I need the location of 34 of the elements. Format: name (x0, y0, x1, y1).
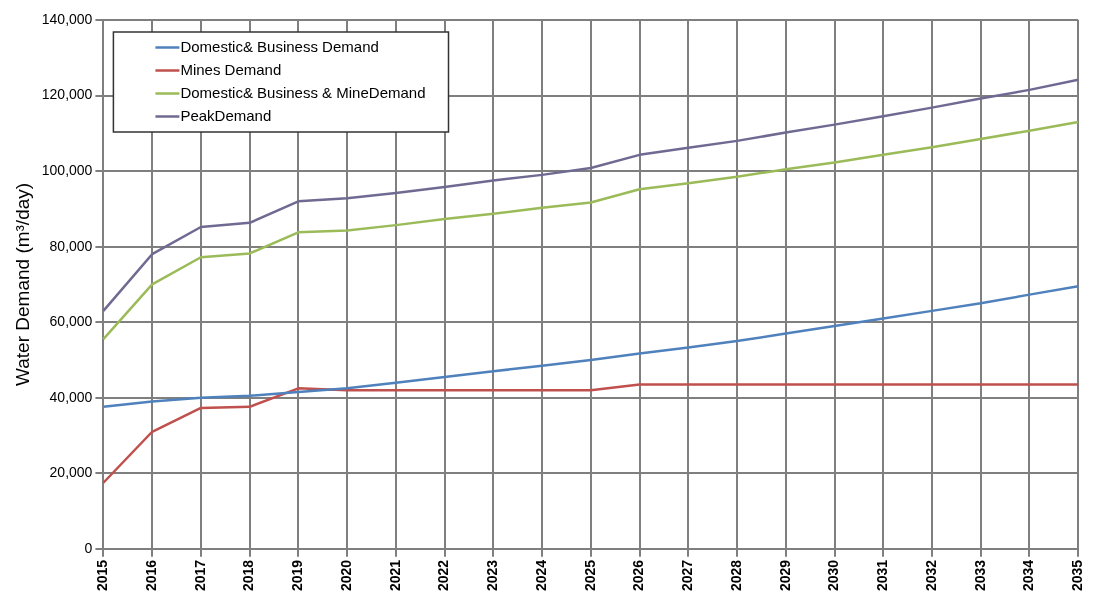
legend-label: Domestic& Business & MineDemand (180, 83, 426, 101)
y-tick-label: 60,000 (49, 313, 93, 330)
x-tick-label: 2034 (1020, 559, 1037, 592)
y-tick-label: 140,000 (41, 10, 93, 27)
legend-label: PeakDemand (180, 106, 272, 124)
x-tick-label: 2020 (337, 559, 354, 592)
x-tick-label: 2035 (1069, 559, 1086, 592)
x-tick-label: 2015 (94, 559, 111, 592)
x-tick-label: 2023 (484, 559, 501, 592)
x-tick-label: 2024 (532, 559, 549, 592)
legend-label: Domestic& Business Demand (180, 37, 379, 55)
x-tick-label: 2033 (971, 559, 988, 592)
x-tick-label: 2027 (679, 559, 696, 592)
x-tick-label: 2031 (874, 559, 891, 592)
x-tick-label: 2025 (581, 559, 598, 592)
y-tick-label: 120,000 (41, 86, 93, 103)
y-tick-label: 40,000 (49, 388, 93, 405)
x-tick-label: 2018 (240, 559, 257, 592)
x-tick-label: 2022 (435, 559, 452, 592)
legend-label: Mines Demand (180, 60, 282, 78)
y-tick-label: 0 (84, 539, 93, 556)
x-tick-label: 2029 (776, 559, 793, 592)
y-tick-label: 20,000 (49, 464, 93, 481)
y-tick-label: 100,000 (41, 161, 93, 178)
x-tick-label: 2019 (289, 559, 306, 592)
x-tick-label: 2032 (922, 559, 939, 592)
y-tick-label: 80,000 (49, 237, 93, 254)
x-tick-label: 2021 (386, 559, 403, 592)
y-axis-title: Water Demand (m³/day) (11, 182, 33, 386)
x-tick-label: 2017 (191, 559, 208, 592)
x-tick-label: 2028 (727, 559, 744, 592)
x-tick-label: 2026 (630, 559, 647, 592)
x-tick-label: 2016 (143, 559, 160, 592)
x-tick-label: 2030 (825, 559, 842, 592)
